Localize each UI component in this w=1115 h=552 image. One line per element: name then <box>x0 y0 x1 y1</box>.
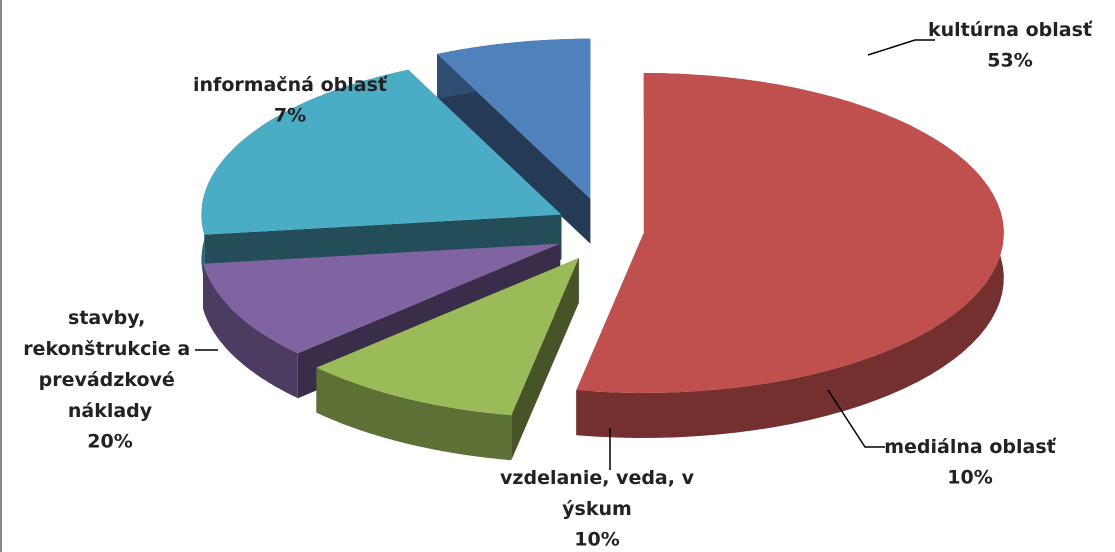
data-label-value: 10% <box>574 529 619 551</box>
slice-top <box>201 69 562 235</box>
data-label-name: stavby, rekonštrukcie a prevádzkové nákl… <box>23 307 197 422</box>
label-line: ýskum <box>562 498 632 520</box>
slice <box>437 38 591 244</box>
leader-line <box>867 39 935 56</box>
slice-side <box>576 73 1004 438</box>
slice-top <box>316 258 579 416</box>
slice <box>316 258 579 461</box>
data-label-value: 10% <box>947 467 992 489</box>
label-line: stavby, <box>68 307 152 329</box>
slice-top <box>203 243 561 354</box>
slice-top <box>576 73 1004 393</box>
data-label-name: vzdelanie, veda, v ýskum <box>500 467 695 520</box>
label-line: prevádzkové <box>39 369 182 391</box>
leader-line <box>827 389 885 448</box>
label-line: kultúrna oblasť <box>928 19 1093 41</box>
label-line: náklady <box>68 400 153 422</box>
slice-top <box>437 38 591 199</box>
data-label-name: kultúrna oblasť <box>928 19 1093 41</box>
label-line: rekonštrukcie a <box>23 338 197 360</box>
slice-wall <box>437 54 591 244</box>
label-line: vzdelanie, veda, v <box>500 467 695 489</box>
data-label-value: 7% <box>274 105 306 127</box>
label-line: informačná oblasť <box>193 74 388 96</box>
slice-side <box>316 367 512 461</box>
data-label-name: mediálna oblasť <box>884 436 1056 458</box>
slice-side <box>203 263 298 399</box>
data-label-name: informačná oblasť <box>193 74 388 96</box>
data-label-value: 20% <box>87 431 132 453</box>
data-label-value: 53% <box>987 50 1032 72</box>
slice <box>576 73 1004 438</box>
label-line: mediálna oblasť <box>884 436 1056 458</box>
